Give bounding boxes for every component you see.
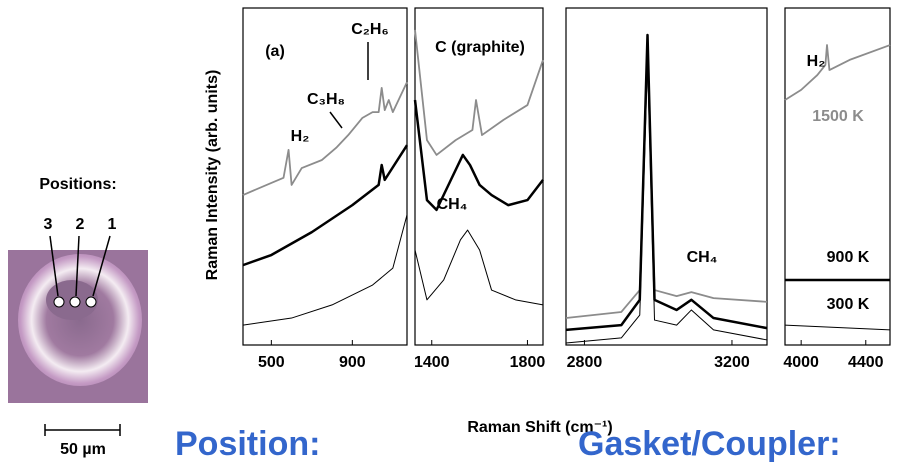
spectrum-line xyxy=(565,33,768,332)
panel-frame xyxy=(565,7,768,346)
spectrum-line xyxy=(413,99,544,212)
x-tick-label: 1400 xyxy=(414,354,450,371)
position-heading: Position: xyxy=(175,425,320,462)
spectrum-line xyxy=(565,59,768,344)
spectrum-line xyxy=(784,44,891,101)
annotation: H₂ xyxy=(807,53,826,70)
panel-frame xyxy=(784,7,891,346)
arrows xyxy=(44,42,369,436)
gasket-heading: Gasket/Coupler: xyxy=(578,425,841,462)
position-number: 3 xyxy=(44,216,53,233)
spectrum-line xyxy=(242,214,408,326)
spectrum-line xyxy=(784,324,891,331)
panel-frame xyxy=(414,7,544,346)
x-tick-label: 900 xyxy=(339,354,366,371)
y-axis-label: Raman Intensity (arb. units) xyxy=(204,70,221,281)
annotation: (a) xyxy=(265,43,285,60)
spectrum-line xyxy=(242,81,408,196)
positions-title: Positions: xyxy=(39,176,116,193)
x-tick-label: 500 xyxy=(258,354,285,371)
series-label: 900 K xyxy=(827,249,870,266)
annotation: C (graphite) xyxy=(435,39,525,56)
x-tick-label: 1800 xyxy=(510,354,546,371)
x-tick-label: 2800 xyxy=(567,354,603,371)
x-tick-label: 4400 xyxy=(848,354,884,371)
sample-image xyxy=(8,250,148,403)
x-tick-label: 4000 xyxy=(783,354,819,371)
annotation: C₃H₈ xyxy=(307,91,345,108)
annotation: H₂ xyxy=(291,128,310,145)
annotation: CH₄ xyxy=(687,249,718,266)
spectrum-line xyxy=(565,44,768,319)
annotation: CH₄ xyxy=(437,196,468,213)
series-label: 1500 K xyxy=(812,108,864,125)
spectrum-line xyxy=(414,229,544,306)
scale-bar-label: 50 µm xyxy=(60,441,106,458)
series-label: 300 K xyxy=(827,296,870,313)
annotation: C₂H₆ xyxy=(351,21,388,38)
panel-frame xyxy=(242,7,408,346)
spectrum-line xyxy=(242,144,409,267)
spectrum-line xyxy=(414,29,544,156)
position-number: 1 xyxy=(108,216,117,233)
x-tick-label: 3200 xyxy=(714,354,750,371)
x-axis-label: Raman Shift (cm⁻¹) xyxy=(467,419,612,436)
position-number: 2 xyxy=(76,216,85,233)
